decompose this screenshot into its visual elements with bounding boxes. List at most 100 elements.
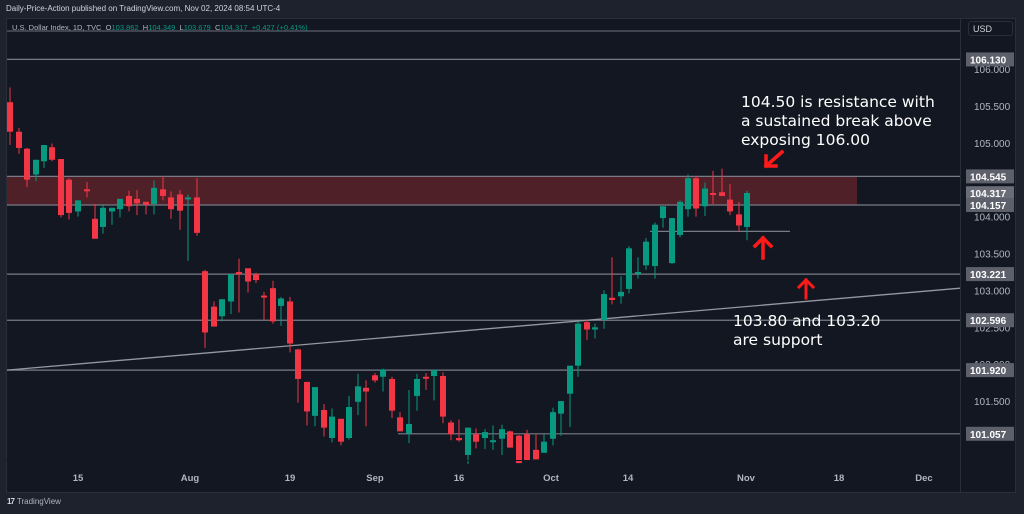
candle (744, 190, 750, 241)
arrow-up-icon (796, 277, 816, 300)
candle (372, 373, 378, 383)
svg-text:104.157: 104.157 (970, 201, 1007, 212)
svg-text:104.317: 104.317 (970, 189, 1007, 200)
candle (236, 258, 242, 313)
time-axis[interactable]: 15 Aug 19 Sep 16 Oct 14 Nov 18 Dec (73, 473, 933, 484)
price-tick: 104.000 (974, 213, 1011, 224)
svg-text:104.545: 104.545 (970, 172, 1007, 183)
candle (490, 425, 496, 450)
candle (618, 276, 624, 304)
candle (321, 404, 327, 437)
candle (533, 434, 539, 460)
candle (685, 174, 691, 217)
currency-button[interactable]: USD (968, 21, 1013, 36)
candle (456, 419, 462, 442)
candle (304, 381, 310, 426)
candle (363, 380, 369, 427)
candle (33, 159, 39, 182)
candle (126, 190, 132, 212)
price-tick: 102.500 (974, 323, 1011, 334)
price-tag: 104.545 (966, 169, 1014, 184)
horizontal-levels (7, 30, 960, 435)
candle (448, 420, 454, 441)
date-tick: 18 (834, 473, 845, 484)
chart-panel[interactable] (6, 18, 1016, 493)
candle (702, 182, 708, 216)
open-value: 103.862 (111, 23, 139, 32)
date-tick: Sep (366, 473, 384, 484)
candle (677, 200, 683, 238)
published-caption: Daily-Price-Action published on TradingV… (6, 4, 281, 13)
svg-text:102.596: 102.596 (970, 316, 1007, 327)
candle (143, 201, 149, 215)
candle (92, 204, 98, 239)
candle (389, 376, 395, 419)
price-tag: 101.920 (966, 363, 1014, 378)
candle (185, 194, 191, 261)
price-tag: 102.596 (966, 313, 1014, 328)
price-tick: 101.500 (974, 397, 1011, 408)
trendline (6, 287, 961, 371)
candle (312, 387, 318, 427)
candle (499, 424, 505, 455)
candle (550, 407, 556, 446)
price-tag: 103.221 (966, 267, 1014, 282)
low-value: 103.679 (183, 23, 211, 32)
close-value: 104.317 (220, 23, 248, 32)
candle (278, 297, 284, 326)
candle (482, 429, 488, 450)
candle (567, 365, 573, 427)
candle (736, 201, 742, 232)
arrow-up-icon (752, 235, 774, 260)
candle (151, 180, 157, 215)
date-tick: Aug (181, 473, 200, 484)
candle (270, 280, 276, 324)
candle (117, 198, 123, 218)
symbol-name: U.S. Dollar Index, 1D, TVC (12, 23, 102, 32)
candle (414, 373, 420, 411)
candles (7, 87, 750, 464)
candle (473, 428, 479, 449)
price-axis[interactable]: 106.000 105.500 105.000 104.000 103.500 103.0… (974, 65, 1011, 408)
price-tag: 106.130 (966, 52, 1014, 67)
date-tick: Oct (543, 473, 560, 484)
candle (66, 178, 72, 220)
candle (338, 418, 344, 446)
candle (431, 369, 437, 401)
candle (465, 427, 471, 464)
candle (219, 299, 225, 322)
price-tick: 105.000 (974, 139, 1011, 150)
candle (228, 274, 234, 315)
candle (440, 372, 446, 424)
candle (49, 143, 55, 162)
resistance-annotation: 104.50 is resistance with a sustained br… (741, 93, 935, 149)
candle (626, 246, 632, 294)
tradingview-logo[interactable]: 17 TradingView (7, 497, 61, 506)
candle (710, 170, 716, 205)
candle (406, 390, 412, 444)
support-annotation: 103.80 and 103.20 are support (733, 312, 881, 349)
resistance-zone (7, 175, 960, 206)
candle (516, 435, 522, 464)
candle (727, 184, 733, 216)
candle (669, 218, 675, 264)
red-arrows (752, 149, 816, 300)
date-tick: Nov (737, 473, 756, 484)
candle (652, 222, 658, 279)
high-value: 104.349 (148, 23, 176, 32)
price-tag: 104.317 (966, 186, 1014, 201)
candle (584, 319, 590, 340)
price-tag: 101.057 (966, 426, 1014, 441)
candle (75, 200, 81, 217)
candle (601, 290, 607, 329)
date-tick: 16 (454, 473, 465, 484)
candle (660, 206, 666, 228)
candle (693, 176, 699, 217)
price-tag: 104.157 (966, 198, 1014, 213)
candle (423, 373, 429, 391)
candle (253, 272, 259, 284)
candle (287, 297, 293, 353)
